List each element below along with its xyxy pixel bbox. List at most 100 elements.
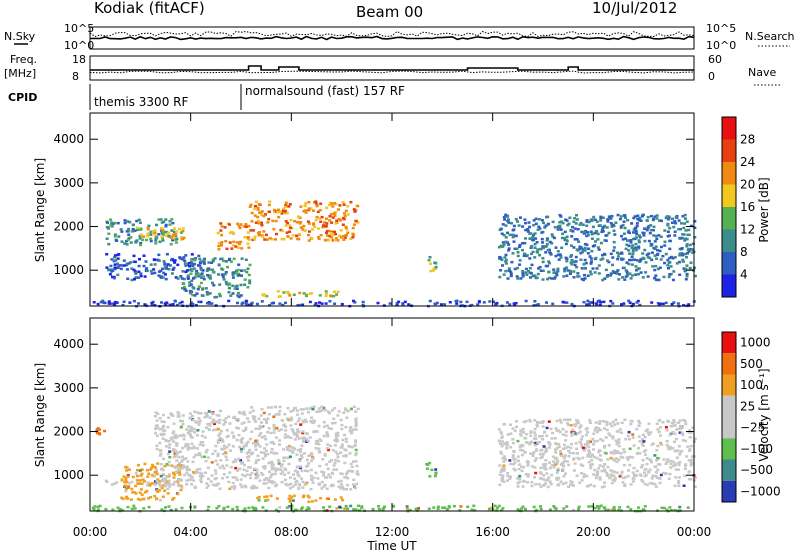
heatmap-cell: [678, 260, 681, 264]
heatmap-cell: [512, 462, 516, 466]
heatmap-cell: [533, 246, 537, 249]
heatmap-cell: [594, 421, 598, 424]
heatmap-cell: [183, 259, 187, 262]
heatmap-cell: [667, 420, 670, 423]
heatmap-cell: [351, 226, 355, 230]
heatmap-cell: [319, 439, 323, 442]
heatmap-cell: [523, 436, 527, 440]
heatmap-cell: [151, 463, 154, 467]
heatmap-cell: [597, 264, 601, 267]
heatmap-cell: [301, 303, 305, 306]
heatmap-cell: [189, 272, 193, 275]
heatmap-cell: [296, 473, 300, 477]
heatmap-cell: [219, 222, 223, 225]
heatmap-cell: [151, 465, 155, 469]
heatmap-cell: [548, 251, 552, 255]
heatmap-cell: [338, 204, 342, 207]
heatmap-cell: [506, 277, 510, 280]
heatmap-cell: [122, 475, 126, 478]
heatmap-cell: [238, 226, 242, 230]
heatmap-cell: [236, 508, 240, 512]
heatmap-cell: [615, 457, 618, 460]
heatmap-cell: [286, 448, 289, 451]
heatmap-cell: [200, 294, 204, 297]
heatmap-cell: [405, 505, 409, 508]
heatmap-cell: [648, 468, 652, 472]
heatmap-cell: [138, 257, 141, 261]
heatmap-cell: [533, 427, 537, 431]
heatmap-cell: [524, 299, 528, 303]
heatmap-cell: [601, 257, 605, 260]
heatmap-cell: [214, 428, 218, 431]
heatmap-cell: [119, 228, 123, 231]
heatmap-cell: [307, 201, 311, 204]
heatmap-cell: [555, 477, 558, 480]
heatmap-cell: [293, 477, 297, 480]
heatmap-cell: [575, 419, 579, 422]
heatmap-cell: [465, 300, 469, 304]
heatmap-cell: [573, 238, 577, 241]
heatmap-cell: [154, 427, 157, 430]
heatmap-cell: [558, 418, 562, 422]
heatmap-cell: [525, 273, 529, 276]
heatmap-cell: [205, 448, 209, 452]
heatmap-cell: [280, 237, 284, 241]
heatmap-cell: [670, 221, 674, 224]
heatmap-cell: [278, 302, 282, 305]
heatmap-cell: [267, 480, 271, 483]
heatmap-cell: [582, 475, 586, 479]
heatmap-cell: [564, 472, 567, 475]
heatmap-cell: [307, 500, 311, 503]
heatmap-cell: [684, 278, 688, 281]
heatmap-cell: [173, 466, 177, 469]
colorbar-tick-label: 100: [740, 378, 763, 392]
heatmap-cell: [208, 274, 212, 277]
heatmap-cell: [131, 475, 135, 479]
heatmap-cell: [667, 215, 671, 218]
heatmap-cell: [147, 472, 151, 475]
heatmap-cell: [580, 277, 584, 281]
heatmap-cell: [170, 438, 174, 441]
heatmap-cell: [168, 303, 172, 307]
heatmap-cell: [180, 257, 184, 261]
heatmap-cell: [304, 209, 308, 212]
heatmap-cell: [688, 448, 692, 451]
heatmap-cell: [672, 419, 676, 422]
heatmap-cell: [523, 451, 527, 454]
heatmap-cell: [643, 248, 647, 252]
heatmap-cell: [553, 437, 557, 440]
heatmap-cell: [681, 260, 685, 263]
heatmap-cell: [642, 440, 646, 443]
heatmap-cell: [163, 484, 167, 488]
heatmap-cell: [178, 227, 181, 231]
heatmap-cell: [377, 507, 381, 511]
heatmap-cell: [563, 237, 566, 240]
heatmap-cell: [645, 462, 649, 466]
heatmap-cell: [521, 274, 525, 277]
heatmap-cell: [502, 273, 506, 276]
heatmap-cell: [562, 456, 566, 459]
heatmap-cell: [637, 435, 641, 438]
heatmap-cell: [303, 204, 307, 208]
heatmap-cell: [623, 214, 627, 217]
heatmap-cell: [189, 478, 193, 481]
heatmap-cell: [589, 466, 593, 470]
heatmap-cell: [501, 264, 504, 267]
heatmap-cell: [315, 215, 319, 219]
heatmap-cell: [142, 480, 146, 483]
heatmap-cell: [283, 436, 287, 439]
heatmap-cell: [604, 436, 608, 439]
heatmap-cell: [170, 229, 174, 232]
heatmap-cell: [225, 458, 229, 462]
heatmap-cell: [283, 478, 287, 482]
heatmap-cell: [288, 226, 292, 230]
freq-label: Freq.: [10, 53, 37, 66]
heatmap-cell: [157, 270, 161, 273]
heatmap-cell: [472, 504, 476, 508]
heatmap-cell: [678, 453, 682, 456]
heatmap-cell: [124, 489, 128, 493]
heatmap-cell: [323, 454, 327, 457]
heatmap-cell: [512, 224, 516, 228]
heatmap-cell: [439, 303, 443, 306]
heatmap-cell: [536, 424, 539, 428]
